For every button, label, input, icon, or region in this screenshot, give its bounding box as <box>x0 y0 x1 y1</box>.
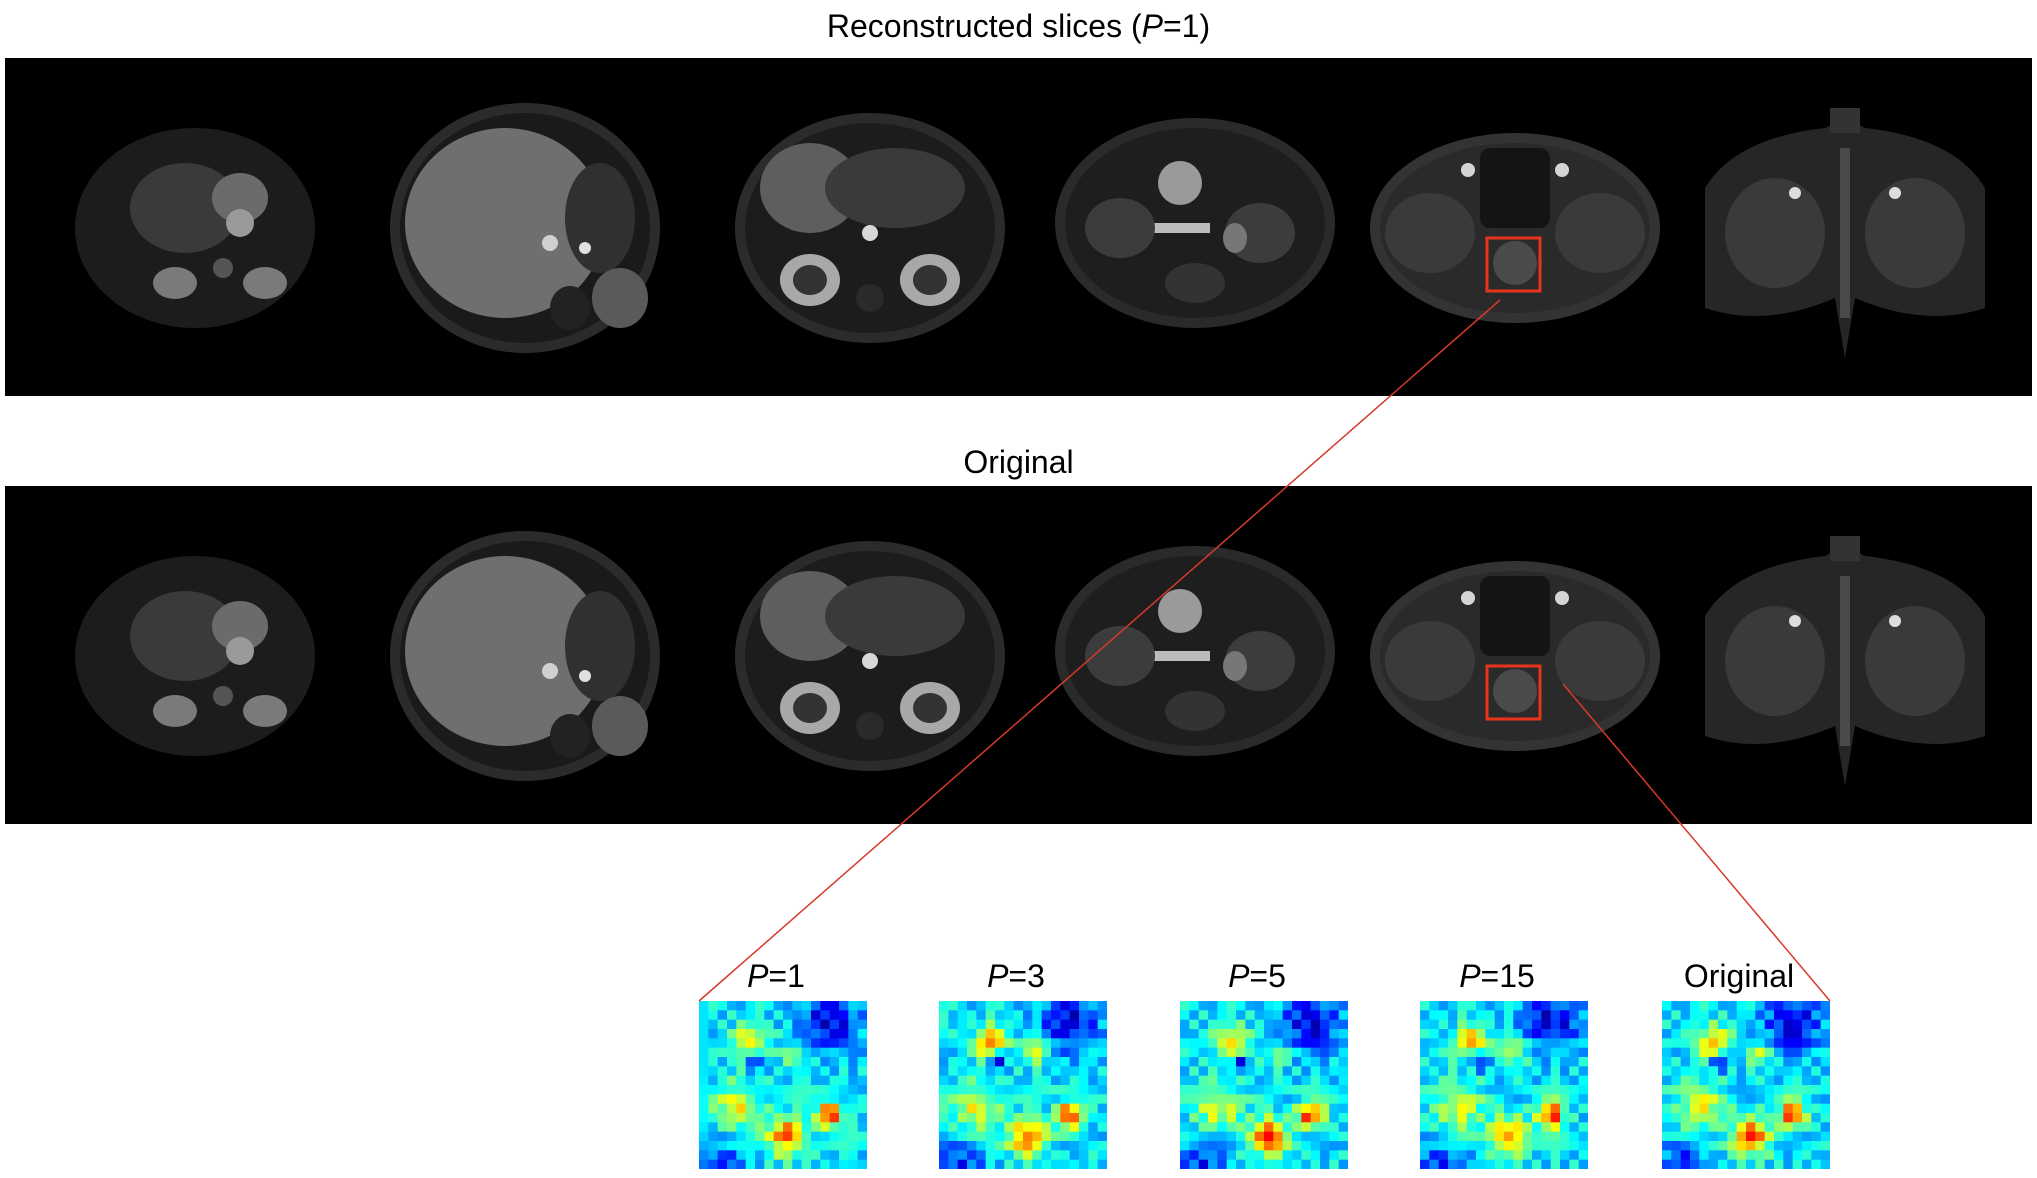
mri-slice <box>1350 486 1670 824</box>
zoom-panel-label: P=5 <box>1228 958 1286 994</box>
reconstructed-slices-strip <box>5 58 2032 396</box>
orig-slice-1 <box>390 531 660 781</box>
recon-slice-2 <box>735 113 1005 343</box>
original-title: Original <box>963 444 1074 480</box>
reconstructed-title: Reconstructed slices (P=1) <box>826 8 1211 44</box>
mri-slice <box>360 486 680 824</box>
roi-box <box>1485 236 1542 293</box>
zoom-heatmap <box>1662 1001 1830 1169</box>
mri-slice <box>360 58 680 396</box>
orig-slice-0 <box>75 556 315 756</box>
mri-slice <box>705 58 1025 396</box>
mri-slice <box>705 486 1025 824</box>
mri-slice <box>1030 486 1350 824</box>
zoom-panel-label: P=1 <box>747 958 805 994</box>
zoom-heatmap <box>699 1001 867 1169</box>
recon-slice-0 <box>75 128 315 328</box>
orig-slice-4 <box>1370 561 1660 751</box>
zoom-panel-label: Original <box>1683 958 1795 994</box>
orig-slice-2 <box>735 541 1005 771</box>
mri-slice <box>35 486 355 824</box>
mri-slice <box>1030 58 1350 396</box>
recon-slice-5 <box>1705 108 1985 358</box>
zoom-heatmap <box>1420 1001 1588 1169</box>
zoom-heatmap <box>939 1001 1107 1169</box>
zoom-panel-label: P=3 <box>987 958 1045 994</box>
original-slices-strip <box>5 486 2032 824</box>
orig-slice-5 <box>1705 536 1985 786</box>
recon-slice-3 <box>1055 118 1335 328</box>
mri-slice <box>1685 486 2005 824</box>
mri-slice <box>1350 58 1670 396</box>
recon-slice-1 <box>390 103 660 353</box>
orig-slice-3 <box>1055 546 1335 756</box>
zoom-panel-label: P=15 <box>1459 958 1535 994</box>
mri-slice <box>35 58 355 396</box>
zoom-heatmap <box>1180 1001 1348 1169</box>
recon-slice-4 <box>1370 133 1660 323</box>
mri-slice <box>1685 58 2005 396</box>
